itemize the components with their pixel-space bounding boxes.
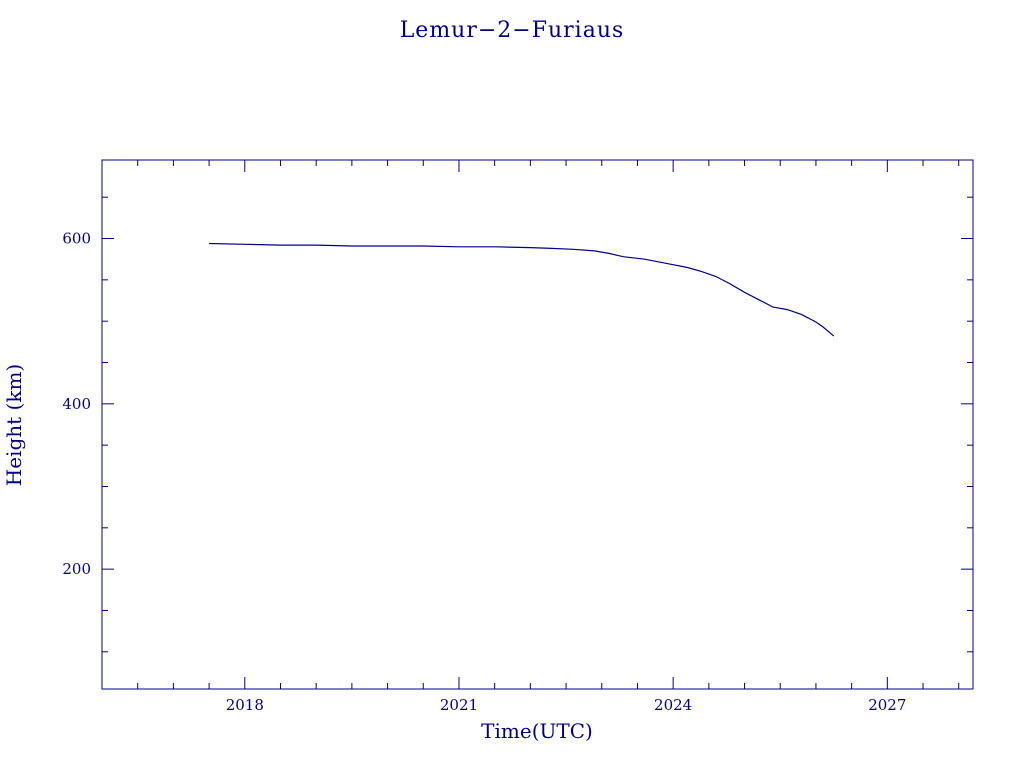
- tick-labels: 2018 2021 2024 2027 200 400 600: [62, 230, 906, 714]
- y-tick-label: 400: [62, 395, 91, 413]
- x-axis-label: Time(UTC): [481, 719, 593, 743]
- x-tick-label: 2021: [440, 696, 478, 714]
- y-axis-label: Height (km): [2, 364, 26, 486]
- plot-frame: [101, 159, 974, 690]
- chart-title: Lemur−2−Furiaus: [400, 18, 625, 43]
- y-tick-label: 600: [62, 230, 91, 248]
- axis-ticks: [102, 160, 973, 689]
- x-tick-label: 2018: [226, 696, 264, 714]
- series-line: [209, 242, 835, 337]
- y-tick-label: 200: [62, 560, 91, 578]
- x-tick-label: 2024: [654, 696, 692, 714]
- x-tick-label: 2027: [868, 696, 906, 714]
